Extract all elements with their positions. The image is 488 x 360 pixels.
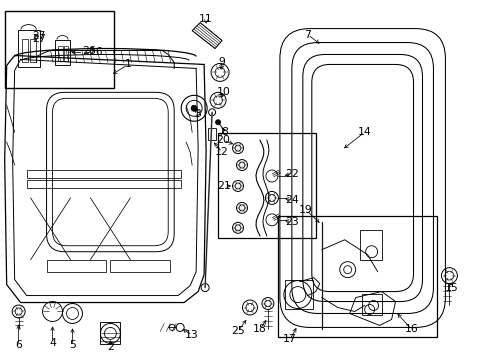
- Bar: [26, 180, 181, 188]
- Text: 17: 17: [283, 334, 296, 345]
- Bar: [277, 216, 437, 337]
- Bar: [55, 40, 70, 66]
- Text: 15: 15: [444, 283, 457, 293]
- Bar: [30, 39, 36, 62]
- Text: 11: 11: [199, 14, 213, 24]
- Text: 10: 10: [217, 87, 230, 97]
- Text: 13: 13: [185, 330, 199, 341]
- Text: 16: 16: [404, 324, 418, 334]
- Text: 8: 8: [221, 127, 228, 137]
- Bar: [285, 280, 312, 310]
- Text: 22: 22: [285, 169, 298, 179]
- Text: 9: 9: [218, 58, 225, 67]
- Bar: [218, 133, 315, 238]
- Circle shape: [169, 324, 175, 330]
- Bar: [18, 30, 40, 67]
- Bar: [361, 293, 381, 315]
- Circle shape: [191, 105, 197, 111]
- Text: 1: 1: [124, 59, 131, 69]
- Bar: [26, 170, 181, 178]
- Text: 5: 5: [69, 340, 76, 350]
- Text: 20: 20: [216, 135, 229, 145]
- Text: 27: 27: [32, 33, 45, 44]
- Text: 6: 6: [15, 340, 22, 350]
- Bar: [5, 11, 114, 88]
- Text: 25: 25: [231, 327, 244, 336]
- Text: 7: 7: [304, 30, 311, 40]
- Circle shape: [215, 120, 220, 125]
- Text: 26: 26: [82, 45, 96, 55]
- Text: 14: 14: [357, 127, 371, 137]
- Text: 19: 19: [298, 205, 312, 215]
- Text: 4: 4: [49, 338, 56, 348]
- Text: –26: –26: [84, 48, 103, 58]
- Bar: [58, 45, 62, 62]
- Text: 23: 23: [285, 217, 298, 227]
- Text: 24: 24: [285, 195, 298, 205]
- Bar: [100, 323, 120, 345]
- Bar: [359, 230, 381, 260]
- Text: 12: 12: [215, 147, 228, 157]
- Bar: [21, 39, 27, 62]
- Text: 27: 27: [32, 31, 45, 41]
- Bar: [208, 128, 216, 140]
- Bar: [46, 260, 106, 272]
- Text: 2: 2: [107, 342, 114, 352]
- Text: 18: 18: [253, 324, 266, 334]
- Bar: [110, 260, 170, 272]
- Text: 21: 21: [217, 181, 230, 191]
- Bar: [63, 45, 67, 62]
- Text: 3: 3: [194, 109, 201, 119]
